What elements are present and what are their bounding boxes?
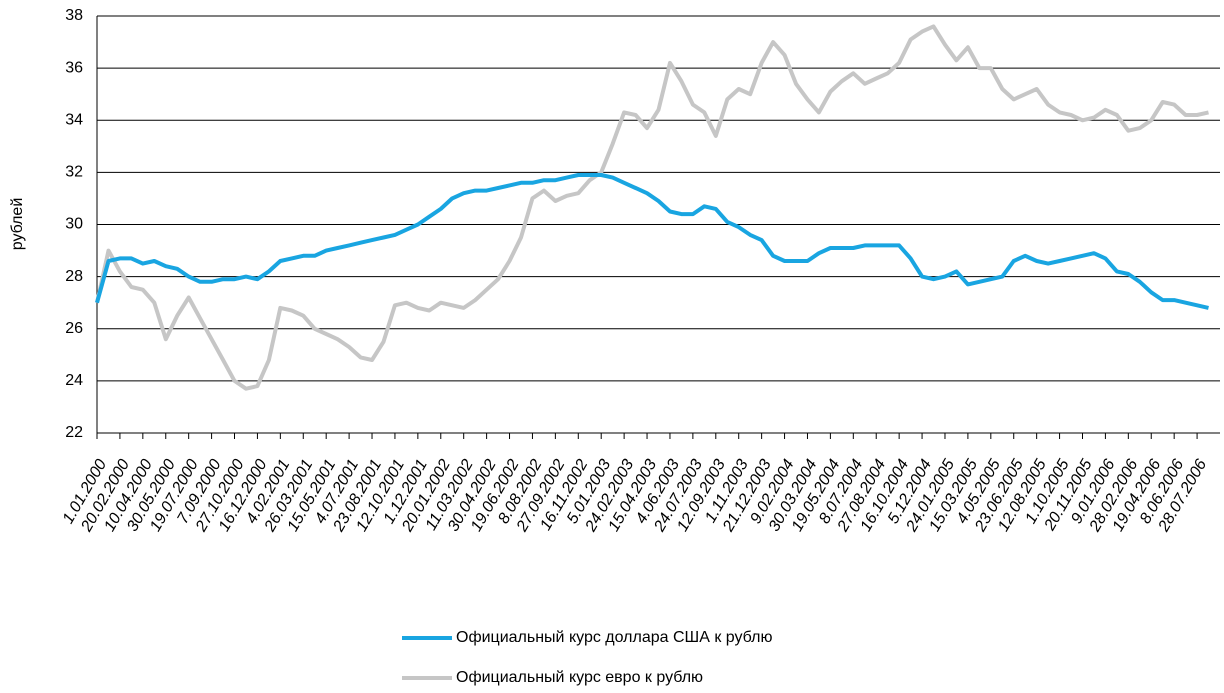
y-axis-label: рублей [9,198,26,251]
y-tick-label: 34 [65,111,83,128]
y-tick-label: 30 [65,216,83,233]
y-tick-label: 24 [65,372,83,389]
series-line [95,173,1209,310]
y-tick-label: 22 [65,424,83,441]
legend-label: Официальный курс евро к рублю [456,669,703,686]
y-tick-label: 38 [65,7,83,24]
y-tick-label: 32 [65,164,83,181]
y-tick-label: 28 [65,268,83,285]
y-tick-label: 36 [65,59,83,76]
series-line [95,24,1209,391]
legend-label: Официальный курс доллара США к рублю [456,629,772,646]
y-tick-label: 26 [65,320,83,337]
